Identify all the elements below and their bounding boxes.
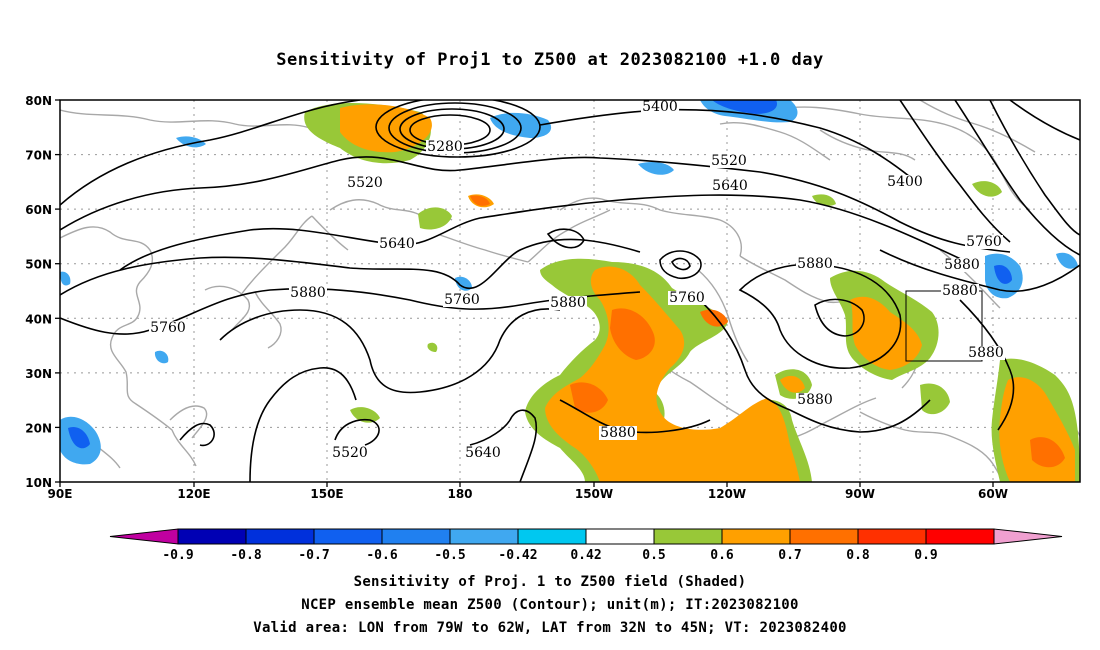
contour-label: 5760 (966, 234, 1002, 250)
contour-label-bg (796, 393, 834, 407)
contour-label-bg (464, 446, 502, 460)
contour-label-bg (289, 286, 327, 300)
contour-label: 5400 (887, 174, 923, 190)
colorbar-label: 0.6 (710, 548, 734, 563)
contour-label: 5880 (797, 256, 833, 272)
colorbar-label: -0.7 (298, 548, 329, 563)
colorbar-swatch (857, 528, 927, 545)
colorbar-swatch (381, 528, 451, 545)
colorbar-swatch (245, 528, 315, 545)
lon-label: 120E (177, 487, 210, 501)
contour-label-bg (668, 291, 706, 305)
colorbar-swatch (585, 528, 655, 545)
contour-label-bg (443, 293, 481, 307)
caption-line-1: Sensitivity of Proj. 1 to Z500 field (Sh… (353, 574, 747, 590)
contour-label-bg (346, 176, 384, 190)
colorbar-swatch (789, 528, 859, 545)
colorbar-swatch (177, 528, 247, 545)
lat-label: 20N (25, 421, 52, 435)
contour-label-bg (796, 257, 834, 271)
lat-label: 40N (25, 312, 52, 326)
contour-label: 5880 (942, 283, 978, 299)
colorbar-label: -0.6 (366, 548, 397, 563)
contour-label-bg (426, 140, 464, 154)
lon-label: 90E (48, 487, 73, 501)
colorbar-swatch (925, 528, 995, 545)
colorbar-swatch (313, 528, 383, 545)
colorbar-swatch (449, 528, 519, 545)
colorbar-label: 0.5 (642, 548, 665, 563)
contour-label-bg (967, 346, 1005, 360)
lon-label: 90W (845, 487, 875, 501)
axis-ticks (55, 99, 994, 487)
contour-label-bg (941, 284, 979, 298)
lon-label: 60W (978, 487, 1008, 501)
contour-label: 5760 (444, 292, 480, 308)
contour-label-group: 5400 5280 5520 5520 5640 5400 5640 5760 5880 5760… (149, 99, 1005, 461)
colorbar-label: 0.7 (778, 548, 801, 563)
contour-label-bg (149, 321, 187, 335)
contour-label: 5520 (332, 445, 368, 461)
colorbar-swatch (721, 528, 791, 545)
caption-line-3: Valid area: LON from 79W to 62W, LAT fro… (253, 620, 847, 636)
colorbar-left-triangle (109, 528, 179, 545)
lon-label: 150E (310, 487, 343, 501)
contour-label: 5640 (712, 178, 748, 194)
contour-label: 5640 (379, 236, 415, 252)
contour-label: 5760 (669, 290, 705, 306)
lat-label: 50N (25, 258, 52, 272)
lat-label: 30N (25, 367, 52, 381)
colorbar-label: 0.9 (914, 548, 937, 563)
colorbar-label: 0.42 (570, 548, 601, 563)
colorbar-label: 0.8 (846, 548, 870, 563)
contour-label: 5880 (797, 392, 833, 408)
contour-label-bg (549, 296, 587, 310)
colorbar-swatch (653, 528, 723, 545)
contour-label-bg (641, 100, 679, 114)
contour-label: 5880 (944, 257, 980, 273)
contour-label-bg (599, 426, 637, 440)
contour-label: 5400 (642, 99, 678, 115)
contour-label: 5520 (711, 153, 747, 169)
contour-label: 5760 (150, 320, 186, 336)
lat-label: 70N (25, 149, 52, 163)
contour-label: 5520 (347, 175, 383, 191)
contour-label-bg (943, 258, 981, 272)
colorbar-label: -0.42 (498, 548, 537, 563)
plot-frame (59, 99, 1081, 483)
lat-label: 80N (25, 94, 52, 108)
contour-label: 5640 (465, 445, 501, 461)
contour-label-bg (378, 237, 416, 251)
contour-label-bg (331, 446, 369, 460)
map-title: Sensitivity of Proj1 to Z500 at 20230821… (276, 50, 824, 70)
colorbar-label: -0.9 (162, 548, 193, 563)
lon-label: 120W (708, 487, 746, 501)
lat-label: 10N (25, 476, 52, 490)
contour-label: 5880 (550, 295, 586, 311)
contour-label: 5880 (290, 285, 326, 301)
contour-label-bg (711, 179, 749, 193)
z500-contours (60, 100, 1080, 482)
contour-label-bg (710, 154, 748, 168)
colorbar-right-triangle (993, 528, 1063, 545)
lat-label: 60N (25, 203, 52, 217)
contour-label-bg (886, 175, 924, 189)
contour-label: 5880 (968, 345, 1004, 361)
colorbar: -0.9 -0.8 -0.7 -0.6 -0.5 -0.42 0.42 0.5 0.6 0.7 0.… (109, 528, 1063, 563)
colorbar-label: -0.5 (434, 548, 465, 563)
lon-label: 180 (447, 487, 472, 501)
colorbar-swatch (517, 528, 587, 545)
caption-line-2: NCEP ensemble mean Z500 (Contour); unit(… (301, 597, 799, 613)
colorbar-label: -0.8 (230, 548, 261, 563)
lon-label: 150W (575, 487, 613, 501)
contour-label: 5280 (427, 139, 463, 155)
contour-label-bg (965, 235, 1003, 249)
contour-label: 5880 (600, 425, 636, 441)
